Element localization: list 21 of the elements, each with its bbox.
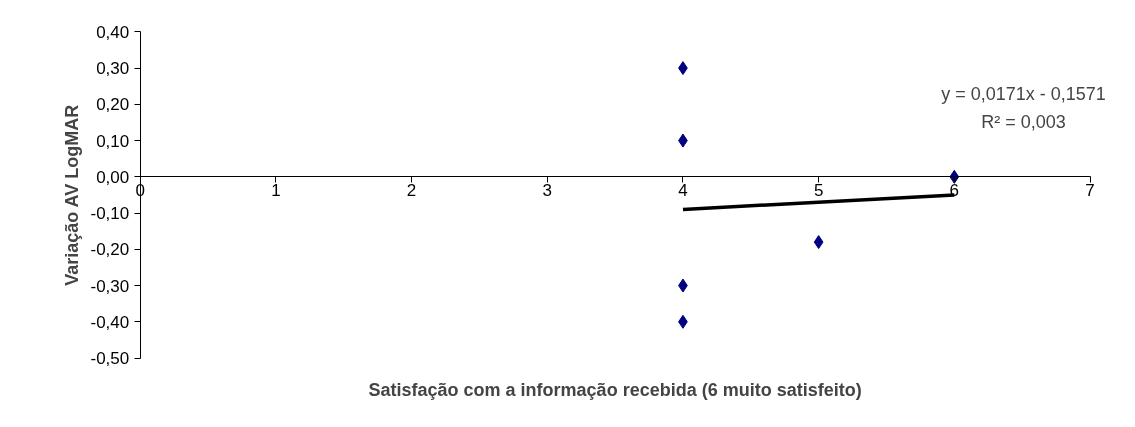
annotation: R² = 0,003 — [981, 111, 1066, 132]
x-tick-label: 5 — [813, 180, 824, 200]
annotation: y = 0,0171x - 0,1571 — [941, 83, 1106, 104]
y-tick-label: -0,30 — [90, 276, 130, 296]
x-axis-title: Satisfação com a informação recebida (6 muito satisfeito) — [368, 380, 862, 401]
point — [813, 235, 824, 250]
y-tick-label: -0,20 — [90, 240, 130, 260]
y-tick-label: 0,40 — [96, 22, 130, 42]
x-tick-label: 1 — [271, 180, 281, 200]
x-tick-label: 2 — [406, 180, 417, 200]
y-tick-label: -0,50 — [90, 349, 130, 369]
y-tick-label: 0,10 — [96, 131, 130, 151]
y-tick-label: 0,00 — [96, 167, 130, 187]
x-tick-label: 4 — [678, 180, 688, 200]
y-tick-label: -0,40 — [90, 312, 130, 332]
y-tick-label: -0,10 — [90, 204, 130, 224]
y-axis-title: Variação AV LogMAR — [61, 104, 82, 286]
x-tick-label: 3 — [542, 180, 553, 200]
x-tick-label: 7 — [1085, 180, 1095, 200]
y-tick-label: 0,20 — [96, 95, 130, 115]
y-tick-label: 0,30 — [96, 59, 130, 79]
